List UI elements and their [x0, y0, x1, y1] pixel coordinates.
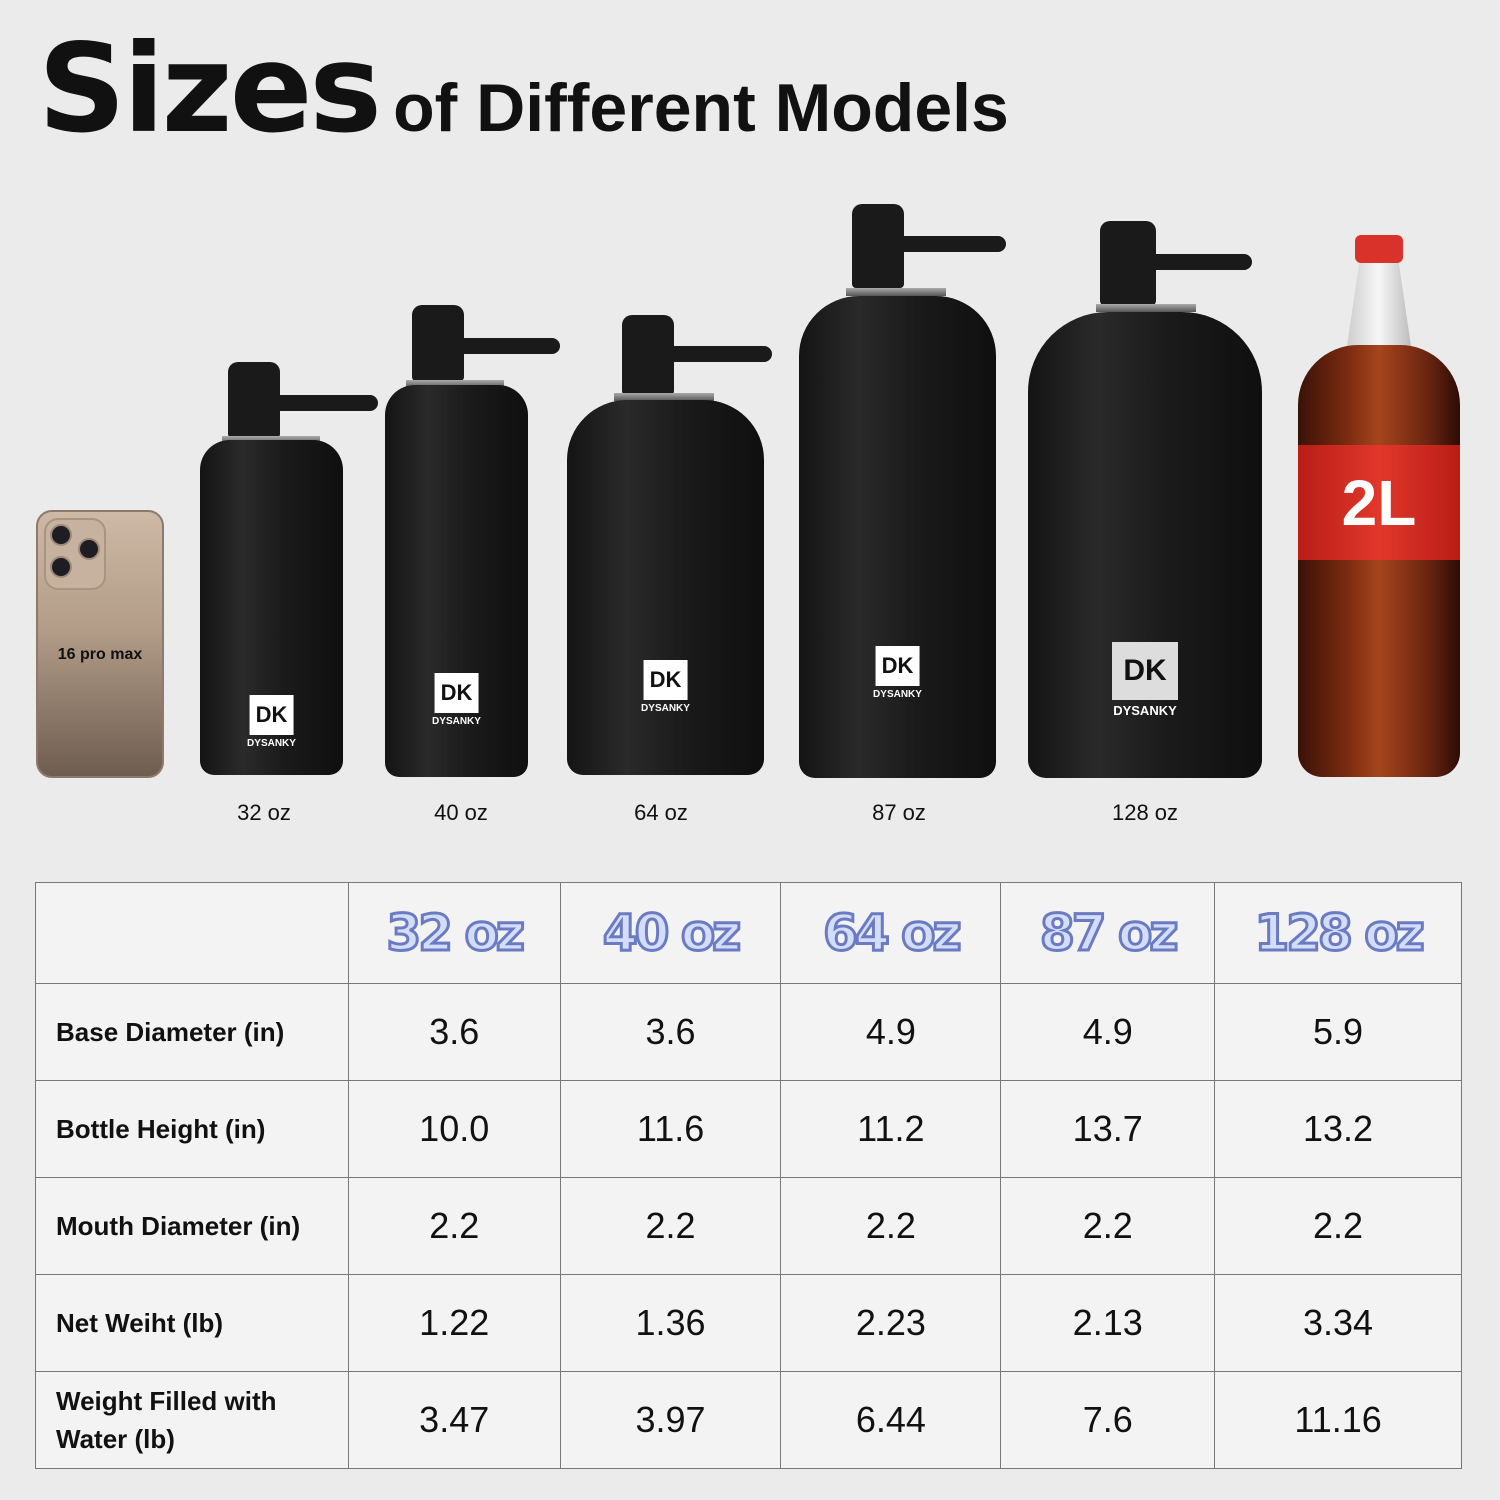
- size-label: 128 oz: [1111, 800, 1179, 825]
- bottle-cap: [1355, 235, 1403, 263]
- size-label: 87 oz: [872, 800, 926, 825]
- phone-image: 16 pro max: [36, 510, 164, 778]
- table-cell: 2.2: [780, 1177, 1002, 1275]
- table-row: Bottle Height (in) 10.0 11.6 11.2 13.7 1…: [35, 1080, 1462, 1178]
- table-cell: 2.2: [1214, 1177, 1462, 1275]
- table-cell: 13.7: [1000, 1080, 1216, 1178]
- brand-logo: DK: [875, 646, 920, 686]
- page-title: Sizes of Different Models: [38, 18, 1009, 160]
- table-cell: 4.9: [1000, 983, 1216, 1081]
- table-cell: 5.9: [1214, 983, 1462, 1081]
- table-cell: 11.2: [780, 1080, 1002, 1178]
- table-cell: 13.2: [1214, 1080, 1462, 1178]
- soda-bottle-image: 2L: [1298, 235, 1460, 777]
- brand-logo: DK: [434, 673, 479, 713]
- table-cell: 2.23: [780, 1274, 1002, 1372]
- size-label: 40 oz: [434, 800, 488, 825]
- table-cell: 7.6: [1000, 1371, 1216, 1469]
- table-cell: 3.47: [347, 1371, 561, 1469]
- table-cell: 3.97: [559, 1371, 782, 1469]
- brand-logo: DK: [1112, 642, 1178, 700]
- brand-logo: DK: [249, 695, 294, 735]
- table-header-cell: [35, 882, 349, 984]
- table-cell: 1.36: [559, 1274, 782, 1372]
- table-header-row: 32 oz 40 oz 64 oz 87 oz 128 oz: [35, 882, 1462, 984]
- table-row: Mouth Diameter (in) 2.2 2.2 2.2 2.2 2.2: [35, 1177, 1462, 1275]
- table-cell: 2.2: [347, 1177, 561, 1275]
- title-rest: of Different Models: [393, 70, 1009, 146]
- table-cell: 6.44: [780, 1371, 1002, 1469]
- table-row: Net Weiht (lb) 1.22 1.36 2.23 2.13 3.34: [35, 1274, 1462, 1372]
- table-header-cell: 64 oz: [780, 882, 1002, 984]
- phone-label: 16 pro max: [57, 646, 143, 663]
- table-row: Base Diameter (in) 3.6 3.6 4.9 4.9 5.9: [35, 983, 1462, 1081]
- table-cell: 1.22: [347, 1274, 561, 1372]
- size-label: 32 oz: [237, 800, 291, 825]
- table-header-cell: 128 oz: [1214, 882, 1462, 984]
- table-header-cell: 32 oz: [347, 882, 561, 984]
- spec-table: 32 oz 40 oz 64 oz 87 oz 128 oz Base Diam…: [35, 882, 1462, 1469]
- table-cell: 2.2: [559, 1177, 782, 1275]
- table-cell: 2.2: [1000, 1177, 1216, 1275]
- coke-label: 2L: [1298, 445, 1460, 560]
- table-header-cell: 87 oz: [1000, 882, 1216, 984]
- table-row: Weight Filled with Water (lb) 3.47 3.97 …: [35, 1371, 1462, 1469]
- size-label: 64 oz: [634, 800, 688, 825]
- table-cell: 4.9: [780, 983, 1002, 1081]
- row-label: Net Weiht (lb): [35, 1274, 349, 1372]
- table-header-cell: 40 oz: [559, 882, 782, 984]
- row-label: Weight Filled with Water (lb): [35, 1371, 349, 1469]
- brand-logo: DK: [643, 660, 688, 700]
- table-cell: 3.34: [1214, 1274, 1462, 1372]
- table-cell: 2.13: [1000, 1274, 1216, 1372]
- row-label: Base Diameter (in): [35, 983, 349, 1081]
- camera-icon: [44, 518, 106, 590]
- row-label: Mouth Diameter (in): [35, 1177, 349, 1275]
- table-cell: 11.16: [1214, 1371, 1462, 1469]
- table-cell: 3.6: [347, 983, 561, 1081]
- row-label: Bottle Height (in): [35, 1080, 349, 1178]
- title-big: Sizes: [38, 18, 382, 160]
- table-cell: 11.6: [559, 1080, 782, 1178]
- table-cell: 10.0: [347, 1080, 561, 1178]
- table-cell: 3.6: [559, 983, 782, 1081]
